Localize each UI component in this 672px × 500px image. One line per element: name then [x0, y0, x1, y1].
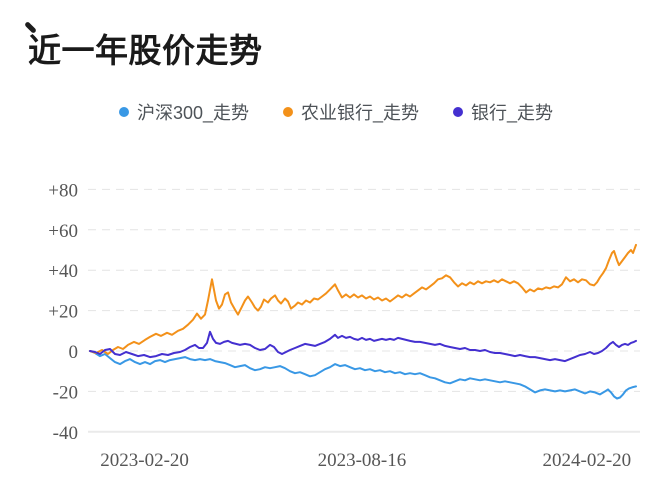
x-tick-label: 2024-02-20 — [543, 450, 632, 471]
y-tick-label: +20 — [48, 302, 78, 323]
y-tick-label: +80 — [48, 180, 78, 201]
y-tick-label: -20 — [53, 382, 78, 403]
legend-dot-icon — [118, 107, 129, 117]
legend-item-nongyeyinhang[interactable]: 农业银行_走势 — [283, 99, 419, 125]
y-tick-label: 0 — [69, 342, 79, 363]
y-tick-label: -40 — [53, 423, 78, 444]
y-tick-label: +60 — [48, 221, 78, 242]
series-line-1[interactable] — [89, 243, 637, 355]
x-axis-labels: 2023-02-20 2023-08-16 2024-02-20 — [100, 450, 631, 471]
legend-label: 银行_走势 — [471, 103, 554, 123]
legend-item-hushen300[interactable]: 沪深300_走势 — [118, 99, 249, 125]
gridlines — [88, 188, 640, 433]
series-lines — [89, 243, 637, 400]
legend-label: 沪深300_走势 — [136, 103, 249, 123]
legend-item-yinhang[interactable]: 银行_走势 — [453, 99, 553, 125]
legend-dot-icon — [453, 107, 464, 117]
series-line-0[interactable] — [89, 350, 637, 400]
page-title: 近一年股价走势 — [28, 32, 263, 69]
series-line-2[interactable] — [89, 330, 637, 363]
chart-legend: 沪深300_走势 农业银行_走势 银行_走势 — [0, 99, 672, 125]
legend-label: 农业银行_走势 — [301, 103, 420, 123]
y-axis-labels: +80 +60 +40 +20 0 -20 -40 — [48, 180, 78, 443]
x-tick-label: 2023-02-20 — [100, 450, 189, 471]
y-tick-label: +40 — [48, 261, 78, 282]
legend-dot-icon — [283, 107, 293, 117]
x-tick-label: 2023-08-16 — [318, 450, 407, 471]
